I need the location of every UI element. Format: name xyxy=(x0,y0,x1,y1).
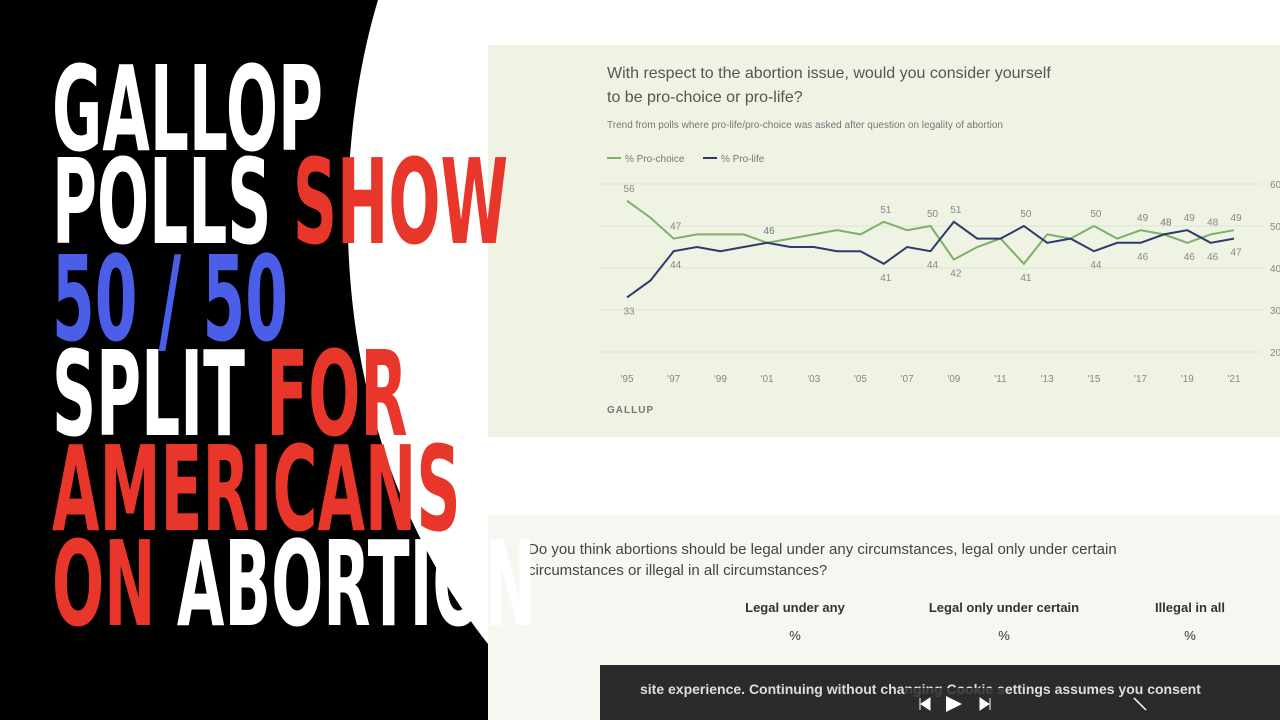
data-label: 51 xyxy=(880,205,892,216)
data-label: 47 xyxy=(1230,248,1242,259)
data-label: 42 xyxy=(950,269,962,280)
data-label: 50 xyxy=(1020,209,1032,220)
data-label: 46 xyxy=(1207,252,1219,263)
table-header: Illegal in all xyxy=(1155,600,1225,615)
data-label: 56 xyxy=(623,184,635,195)
data-label: 41 xyxy=(1020,273,1032,284)
data-label: 44 xyxy=(1090,260,1102,271)
series-line xyxy=(626,199,1235,266)
table-unit: % xyxy=(1184,628,1196,643)
x-tick-label: '95 xyxy=(620,374,633,385)
headline-line: POLLS SHOW xyxy=(52,135,508,272)
data-label: 50 xyxy=(1090,209,1102,220)
y-tick-label: 20 xyxy=(1270,348,1280,359)
data-label: 46 xyxy=(764,226,776,237)
data-label: 41 xyxy=(880,273,892,284)
y-tick-label: 30 xyxy=(1270,306,1280,317)
data-label: 33 xyxy=(623,306,635,317)
headline-word: FOR xyxy=(266,327,407,464)
data-label: 46 xyxy=(1137,252,1149,263)
x-tick-label: '99 xyxy=(714,374,727,385)
x-tick-label: '21 xyxy=(1227,374,1240,385)
x-tick-label: '97 xyxy=(667,374,680,385)
headline-line: ON ABORTION xyxy=(52,517,536,654)
headline-line: GALLOP xyxy=(52,42,323,179)
y-tick-label: 40 xyxy=(1270,264,1280,275)
data-label: 48 xyxy=(1160,217,1172,228)
headline-word: SPLIT xyxy=(52,327,266,464)
x-tick-label: '11 xyxy=(994,374,1007,385)
headline-word: AMERICANS xyxy=(52,422,461,559)
data-label: 46 xyxy=(1184,252,1196,263)
y-tick-label: 60 xyxy=(1270,180,1280,191)
data-label: 46 xyxy=(764,226,776,237)
x-tick-label: '07 xyxy=(901,374,914,385)
x-tick-label: '13 xyxy=(1041,374,1054,385)
x-tick-label: '01 xyxy=(761,374,774,385)
data-label: 51 xyxy=(950,205,962,216)
x-tick-label: '09 xyxy=(947,374,960,385)
prev-button[interactable] xyxy=(919,697,931,711)
table-unit: % xyxy=(998,628,1010,643)
fullscreen-button[interactable] xyxy=(1133,697,1147,711)
series-line xyxy=(626,220,1235,299)
next-button[interactable] xyxy=(979,697,991,711)
y-tick-label: 50 xyxy=(1270,222,1280,233)
data-label: 50 xyxy=(927,209,939,220)
headline-word: ON xyxy=(52,517,177,654)
chart-subtitle: Trend from polls where pro-life/pro-choi… xyxy=(607,120,1003,131)
chart-title: With respect to the abortion issue, woul… xyxy=(607,65,1051,82)
table-header: Legal under any xyxy=(745,600,845,615)
data-label: 47 xyxy=(670,222,682,233)
table-header: Legal only under certain xyxy=(929,600,1079,615)
x-tick-label: '15 xyxy=(1087,374,1100,385)
data-label: 49 xyxy=(1230,213,1242,224)
data-label: 48 xyxy=(1207,217,1219,228)
data-label: 49 xyxy=(1184,213,1196,224)
chart: 20 30 40 50 60 '95 '97 '99 '01 '03 '05 '07 '09 '11 '13… xyxy=(600,154,1280,385)
data-label: 44 xyxy=(927,260,939,271)
x-tick-label: '17 xyxy=(1134,374,1147,385)
headline-line: 50 / 50 xyxy=(52,232,288,369)
legend-label: % Pro-choice xyxy=(625,154,685,165)
source: GALLUP xyxy=(607,405,654,416)
data-label: 48 xyxy=(1160,217,1172,228)
x-tick-label: '05 xyxy=(854,374,867,385)
headline-line: AMERICANS xyxy=(52,422,461,559)
headline-word: SHOW xyxy=(293,135,508,272)
data-label: 49 xyxy=(1137,213,1149,224)
table-question: circumstances or illegal in all circumst… xyxy=(528,562,827,579)
table-unit: % xyxy=(789,628,801,643)
chart-title: to be pro-choice or pro-life? xyxy=(607,89,803,106)
data-label: 44 xyxy=(670,260,682,271)
play-button[interactable] xyxy=(946,696,962,712)
headline-word: POLLS xyxy=(52,135,293,272)
headline-word: GALLOP xyxy=(52,42,323,179)
legend-label: % Pro-life xyxy=(721,154,765,165)
headline-word: ABORTION xyxy=(177,517,536,654)
x-tick-label: '19 xyxy=(1181,374,1194,385)
headline-line: SPLIT FOR xyxy=(52,327,408,464)
x-tick-label: '03 xyxy=(807,374,820,385)
table-question: Do you think abortions should be legal u… xyxy=(528,541,1117,558)
headline-word: 50 / 50 xyxy=(52,232,288,369)
